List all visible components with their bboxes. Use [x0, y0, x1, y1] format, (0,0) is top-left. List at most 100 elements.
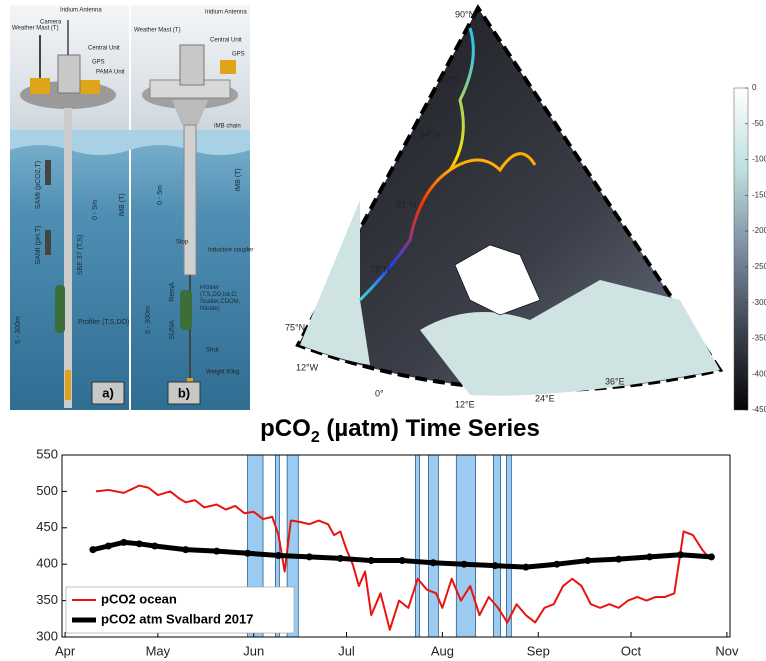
lat-label: 87°N — [440, 74, 460, 84]
figure: Iridium Antenna Weather Mast (T) Camera … — [0, 0, 766, 661]
label: PAMA Unit — [96, 70, 125, 76]
series-marker — [244, 550, 251, 557]
series-marker — [553, 561, 560, 568]
y-tick-label: 400 — [36, 556, 58, 571]
colorbar-tick-label: -350 — [752, 334, 766, 343]
series-marker — [120, 539, 127, 546]
label: Weather Mast (T) — [12, 26, 59, 32]
label: Inductive coupler — [208, 248, 253, 254]
lat-label: 78°N — [370, 264, 390, 274]
label: 0 - 5m — [157, 185, 164, 205]
series-marker — [368, 557, 375, 564]
label: 5 - 300m — [15, 316, 22, 344]
land — [300, 200, 370, 365]
series-marker — [105, 543, 112, 550]
lon-label: 12°E — [455, 399, 475, 409]
label: IMB (T) — [119, 193, 126, 216]
colorbar-tick-label: -200 — [752, 226, 766, 235]
series-marker — [584, 557, 591, 564]
chart-title: pCO2 (µatm) Time Series — [260, 415, 540, 446]
label: Iridium Antenna — [205, 10, 247, 16]
series-marker — [182, 546, 189, 553]
y-tick-label: 550 — [36, 446, 58, 461]
lon-label: 36°E — [605, 376, 625, 386]
lat-label: 84°N — [420, 129, 440, 139]
y-tick-label: 500 — [36, 483, 58, 498]
label: Profiler (T,S,DO) — [78, 319, 129, 326]
series-marker — [677, 551, 684, 558]
series-marker — [708, 553, 715, 560]
series-marker — [337, 555, 344, 562]
lon-label: 0° — [375, 388, 384, 398]
x-tick-label: Apr — [55, 643, 76, 658]
label: 5 - 300m — [145, 306, 152, 334]
label: Weight 80kg — [206, 370, 239, 376]
title-sub: 2 — [311, 429, 320, 446]
label: GPS — [232, 52, 245, 58]
x-tick-label: Nov — [715, 643, 739, 658]
x-tick-label: Jun — [243, 643, 264, 658]
label: SUNA — [169, 320, 176, 340]
series-marker — [522, 564, 529, 571]
lat-label: 90°N — [455, 9, 475, 19]
series-marker — [89, 546, 96, 553]
colorbar-tick-label: -100 — [752, 155, 766, 164]
title-part: pCO — [260, 415, 311, 442]
colorbar — [734, 88, 748, 410]
shaded-span — [428, 455, 438, 637]
x-tick-label: Oct — [621, 643, 642, 658]
label: SAMI (pCO2,T) — [35, 161, 42, 209]
label: SBE 37 (T,S) — [77, 235, 84, 275]
x-tick-label: Aug — [431, 643, 454, 658]
y-tick-label: 450 — [36, 519, 58, 534]
series-marker — [275, 552, 282, 559]
colorbar-tick-label: -400 — [752, 369, 766, 378]
label: Strut — [206, 348, 219, 354]
x-tick-label: Jul — [338, 643, 355, 658]
series-marker — [615, 556, 622, 563]
label: Central Unit — [88, 46, 120, 52]
shaded-span — [506, 455, 511, 637]
colorbar-tick-label: -50 — [752, 119, 764, 128]
lon-label: 24°E — [535, 393, 555, 403]
label: SAMI (pH,T) — [35, 226, 42, 265]
x-tick-label: Sep — [527, 643, 550, 658]
series-marker — [306, 553, 313, 560]
label: Camera — [40, 20, 62, 26]
map: 90°N 87°N 84°N 81°N 78°N 75°N 12°W 0° 12… — [285, 8, 766, 414]
series-marker — [136, 540, 143, 547]
series-marker — [399, 557, 406, 564]
plot: 300 350 400 450 500 550 Apr May Jun Jul Aug Sep Oct N… — [36, 446, 739, 658]
title-part: (µatm) Time Series — [320, 415, 540, 442]
label-box: Profiler (T,S,DO,tot,O, Scatter,CDOM, Ni… — [200, 285, 250, 330]
colorbar-tick-label: -250 — [752, 262, 766, 271]
legend-label: pCO2 ocean — [101, 591, 177, 606]
lon-label: 12°W — [296, 362, 319, 372]
series-marker — [461, 561, 468, 568]
lat-label: 81°N — [396, 199, 416, 209]
series-marker — [151, 543, 158, 550]
label: GPS — [92, 60, 105, 66]
series-marker — [491, 562, 498, 569]
instrument-panels: Iridium Antenna Weather Mast (T) Camera … — [10, 5, 253, 410]
lat-label: 75°N — [285, 322, 305, 332]
colorbar-tick-label: -150 — [752, 190, 766, 199]
label: IMB (T) — [235, 168, 242, 191]
label: Weather Mast (T) — [134, 28, 181, 34]
colorbar-tick-label: -300 — [752, 298, 766, 307]
label: 0 - 5m — [92, 200, 99, 220]
series-marker — [646, 553, 653, 560]
y-tick-label: 300 — [36, 628, 58, 643]
label: RemA — [169, 282, 176, 302]
y-tick-label: 350 — [36, 592, 58, 607]
colorbar-tick-label: 0 — [752, 83, 757, 92]
label: Iridium Antenna — [60, 8, 102, 14]
series-marker — [430, 559, 437, 566]
label: IMB chain — [214, 124, 241, 130]
shaded-span — [415, 455, 419, 637]
label: Central Unit — [210, 38, 242, 44]
label: Stop — [176, 240, 189, 246]
x-tick-label: May — [146, 643, 171, 658]
panel-tag: a) — [102, 385, 114, 400]
legend-label: pCO2 atm Svalbard 2017 — [101, 611, 253, 626]
